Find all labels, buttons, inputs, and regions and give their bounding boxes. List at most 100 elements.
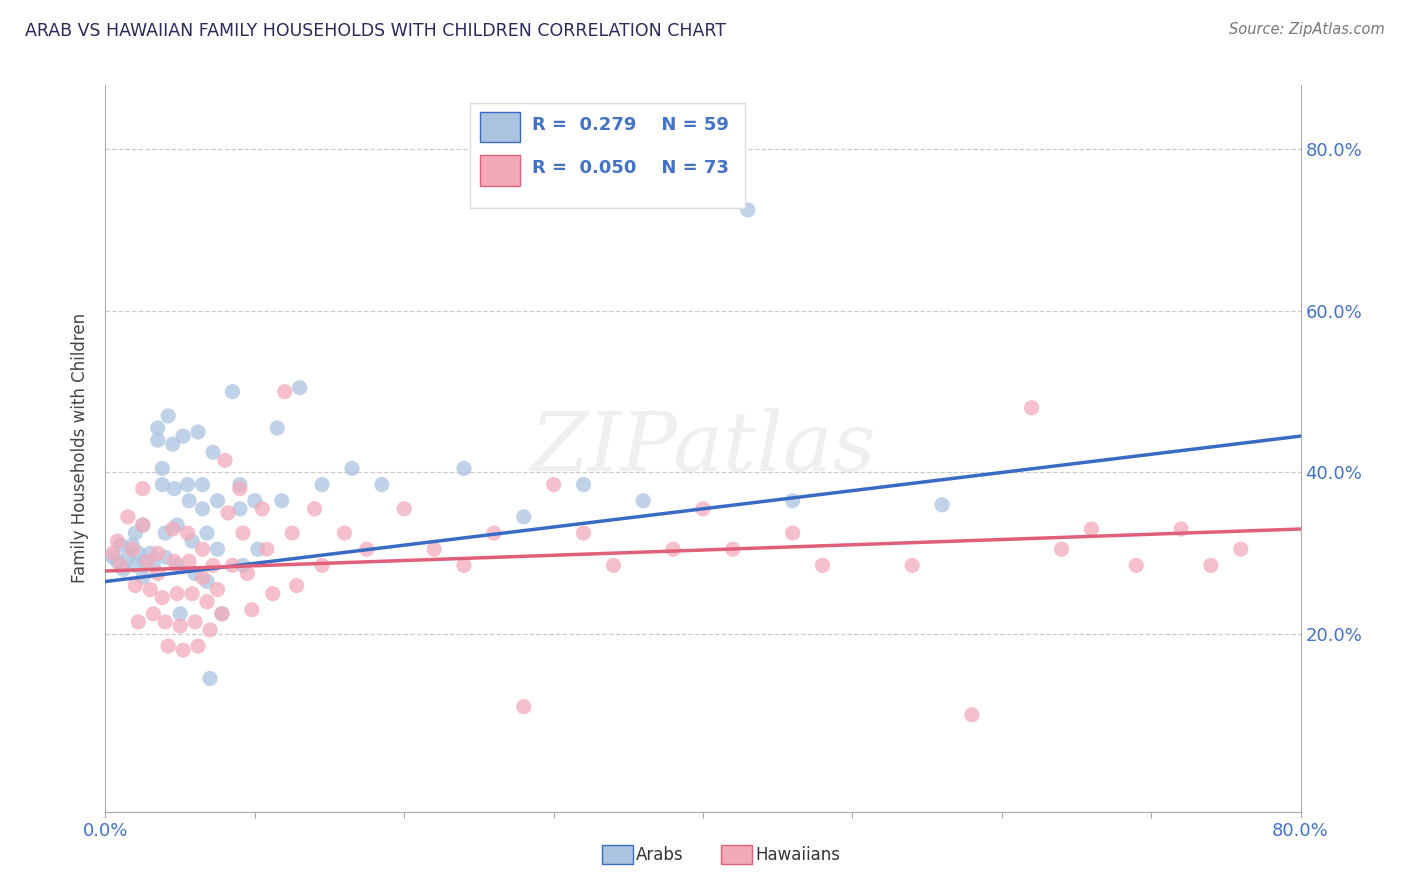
Point xyxy=(132,482,155,496)
Point xyxy=(229,477,252,491)
Point xyxy=(246,542,269,557)
Point xyxy=(281,526,304,541)
Point xyxy=(107,554,129,568)
Point xyxy=(146,421,169,435)
Point xyxy=(211,607,233,621)
Text: R =  0.279    N = 59: R = 0.279 N = 59 xyxy=(531,116,728,134)
Point xyxy=(1199,558,1222,573)
Point xyxy=(132,518,155,533)
Point xyxy=(124,526,146,541)
Point xyxy=(172,429,194,443)
Point xyxy=(169,619,191,633)
Point xyxy=(266,421,288,435)
Point xyxy=(107,534,129,549)
Point xyxy=(423,542,446,557)
Point xyxy=(311,477,333,491)
Point xyxy=(633,493,655,508)
Point xyxy=(191,501,214,516)
Point xyxy=(195,574,218,589)
Point xyxy=(371,477,394,491)
Point xyxy=(256,542,278,557)
Point xyxy=(166,558,188,573)
Point xyxy=(340,461,363,475)
Point xyxy=(202,445,225,459)
Point xyxy=(121,538,143,552)
Point xyxy=(602,558,624,573)
Point xyxy=(146,546,169,560)
Point xyxy=(453,461,475,475)
Point xyxy=(169,607,191,621)
Text: Source: ZipAtlas.com: Source: ZipAtlas.com xyxy=(1229,22,1385,37)
Point xyxy=(198,623,221,637)
Point xyxy=(124,558,146,573)
Point xyxy=(221,384,243,399)
Point xyxy=(146,433,169,447)
Point xyxy=(112,562,135,576)
Point xyxy=(288,381,311,395)
Point xyxy=(155,526,177,541)
Point xyxy=(155,615,177,629)
Point xyxy=(157,639,180,653)
Point xyxy=(240,603,263,617)
Point xyxy=(117,550,139,565)
Point xyxy=(262,587,284,601)
Point xyxy=(157,409,180,423)
Point xyxy=(543,477,565,491)
Point xyxy=(572,526,595,541)
Point xyxy=(181,587,204,601)
Point xyxy=(236,566,259,581)
Point xyxy=(150,477,173,491)
Point xyxy=(1125,558,1147,573)
Point xyxy=(150,591,173,605)
Point xyxy=(1050,542,1073,557)
Point xyxy=(737,202,759,217)
Point xyxy=(960,707,983,722)
Point xyxy=(243,493,266,508)
Point xyxy=(176,477,198,491)
Point xyxy=(931,498,953,512)
Point xyxy=(333,526,356,541)
Point xyxy=(513,509,536,524)
Point xyxy=(394,501,416,516)
Point xyxy=(142,607,165,621)
Point xyxy=(901,558,924,573)
Point xyxy=(101,546,124,560)
Point xyxy=(214,453,236,467)
Point xyxy=(163,482,186,496)
Point xyxy=(155,550,177,565)
Point xyxy=(232,558,254,573)
Point xyxy=(101,550,124,565)
Point xyxy=(121,542,143,557)
Point xyxy=(721,542,744,557)
Point xyxy=(311,558,333,573)
Point xyxy=(191,477,214,491)
Point xyxy=(177,493,201,508)
Point xyxy=(211,607,233,621)
Point xyxy=(782,526,804,541)
Point xyxy=(202,558,225,573)
Point xyxy=(181,534,204,549)
Text: ZIPatlas: ZIPatlas xyxy=(530,409,876,488)
Point xyxy=(692,501,714,516)
Point xyxy=(166,587,188,601)
Point xyxy=(1080,522,1102,536)
Point xyxy=(811,558,834,573)
Point xyxy=(136,554,159,568)
Text: Hawaiians: Hawaiians xyxy=(755,846,839,863)
Point xyxy=(172,643,194,657)
Point xyxy=(270,493,292,508)
Point xyxy=(229,501,252,516)
Point xyxy=(110,538,132,552)
Point xyxy=(304,501,326,516)
Point xyxy=(207,493,229,508)
Point xyxy=(142,558,165,573)
Point xyxy=(134,554,156,568)
Point xyxy=(163,554,186,568)
Point xyxy=(117,509,139,524)
Y-axis label: Family Households with Children: Family Households with Children xyxy=(72,313,90,583)
Point xyxy=(195,526,218,541)
Point xyxy=(162,437,184,451)
Point xyxy=(166,518,188,533)
FancyBboxPatch shape xyxy=(470,103,745,209)
Point xyxy=(132,518,155,533)
